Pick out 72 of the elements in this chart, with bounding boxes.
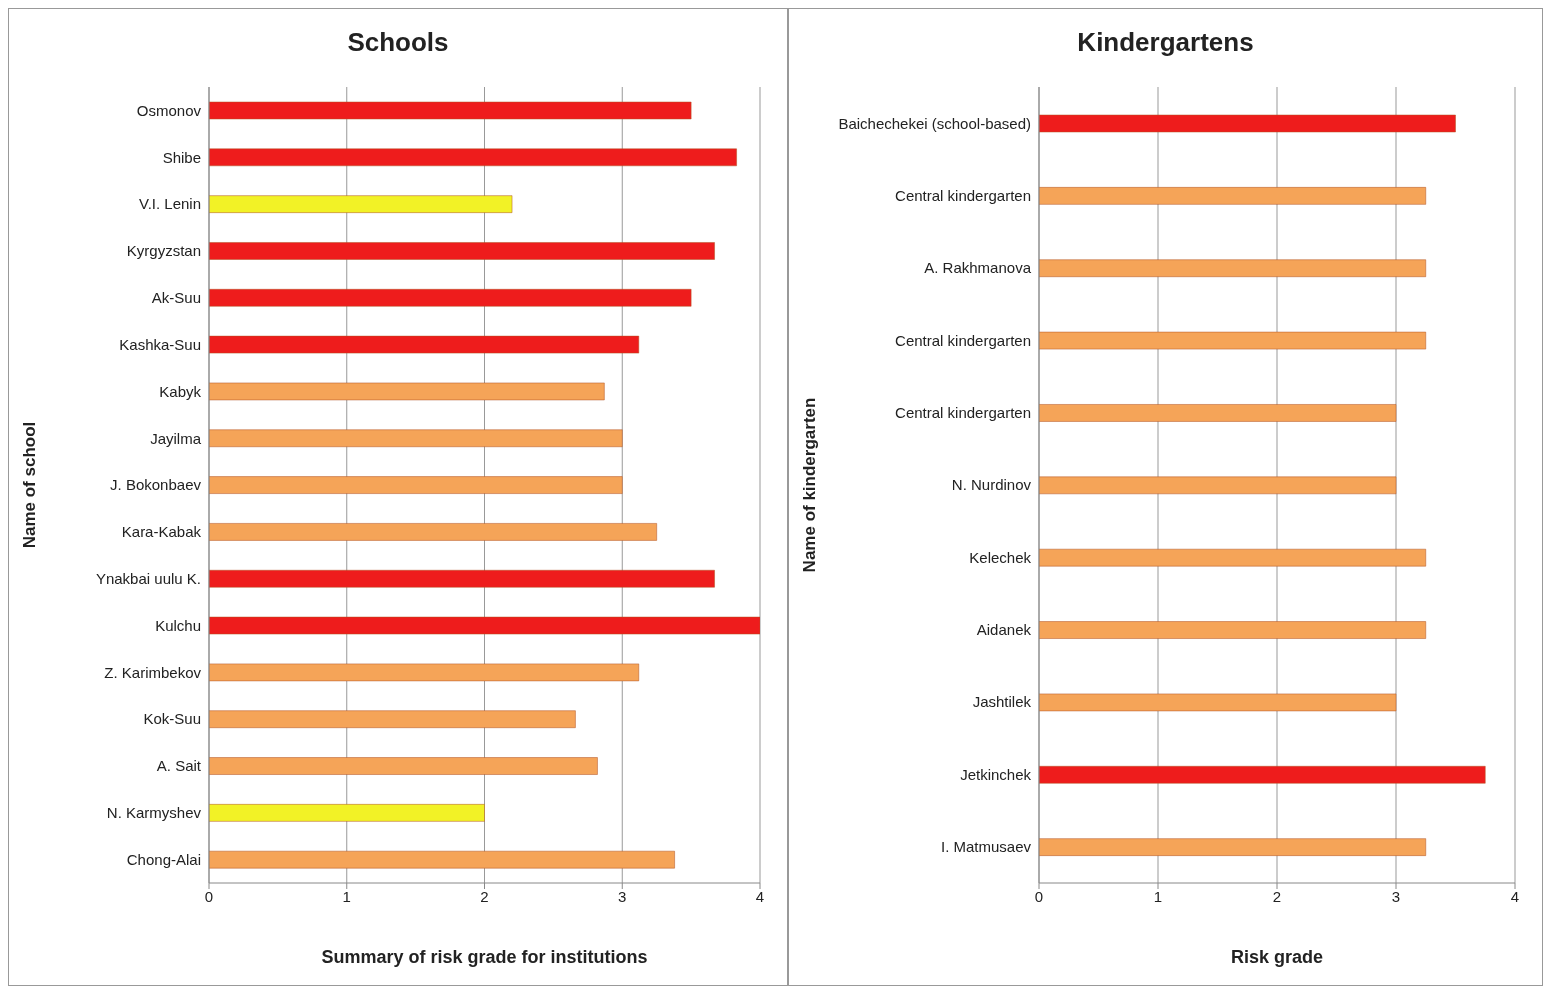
y-axis-title: Name of kindergarten <box>800 397 820 573</box>
bar <box>209 148 737 167</box>
bar <box>209 804 485 822</box>
bar <box>209 663 640 682</box>
x-tick-label: 0 <box>204 887 214 905</box>
bar <box>1039 548 1426 567</box>
bar <box>209 850 675 869</box>
y-tick-label: Kok-Suu <box>143 710 201 728</box>
bar <box>1039 259 1426 277</box>
bar <box>209 289 692 307</box>
x-tick-label: 1 <box>1153 887 1163 905</box>
x-tick-label: 0 <box>1034 887 1044 905</box>
y-tick-label: N. Nurdinov <box>951 476 1032 494</box>
bar <box>209 242 715 260</box>
x-tick-label: 2 <box>1272 887 1282 905</box>
x-tick-label: 2 <box>480 887 489 905</box>
bar <box>1039 693 1397 712</box>
y-tick-label: Central kindergarten <box>895 186 1031 204</box>
y-tick-label: Chong-Alai <box>126 850 201 868</box>
y-tick-label: A. Sait <box>156 757 202 775</box>
bar <box>1039 838 1426 856</box>
y-tick-label: Jayilma <box>150 429 202 447</box>
y-tick-label: Jashtilek <box>972 693 1032 711</box>
y-tick-label: Shibe <box>162 148 201 166</box>
chart-title: Schools <box>346 27 450 59</box>
y-tick-label: Osmonov <box>136 101 202 119</box>
bar <box>209 476 623 494</box>
y-axis-title: Name of school <box>20 421 40 549</box>
bar <box>209 335 640 354</box>
bar <box>1039 621 1426 639</box>
y-tick-label: Ak-Suu <box>151 289 201 307</box>
bar <box>1039 187 1426 205</box>
bar <box>209 523 657 541</box>
bar <box>209 616 760 635</box>
y-tick-label: I. Matmusaev <box>940 838 1032 856</box>
bar <box>1039 766 1486 784</box>
x-tick-label: 4 <box>1510 887 1520 905</box>
y-tick-label: A. Rakhmanova <box>924 259 1032 277</box>
bar <box>1039 404 1397 422</box>
bar <box>209 195 513 213</box>
y-tick-label: Z. Karimbekov <box>104 663 202 681</box>
y-tick-label: Kashka-Suu <box>119 335 201 353</box>
chart-title: Kindergartens <box>1076 27 1255 59</box>
bar <box>209 429 623 448</box>
y-tick-label: J. Bokonbaev <box>110 476 202 494</box>
bar <box>209 757 598 775</box>
y-tick-label: Kulchu <box>155 616 201 634</box>
y-tick-label: Central kindergarten <box>895 403 1031 421</box>
x-tick-label: 1 <box>342 887 351 905</box>
y-tick-label: Jetkinchek <box>960 765 1032 783</box>
bar <box>209 710 576 728</box>
x-axis-title: Summary of risk grade for institutions <box>321 947 648 967</box>
y-tick-label: Aidanek <box>976 621 1032 639</box>
y-tick-label: Kelechek <box>969 548 1032 566</box>
bar <box>209 569 715 588</box>
bar <box>1039 476 1397 495</box>
y-tick-label: Ynakbai uulu K. <box>95 569 201 587</box>
y-tick-label: Kyrgyzstan <box>126 242 201 260</box>
y-tick-label: V.I. Lenin <box>139 195 201 213</box>
bar <box>1039 331 1426 350</box>
x-axis-title: Risk grade <box>1230 947 1324 967</box>
x-tick-label: 4 <box>755 887 765 905</box>
bar <box>209 101 692 120</box>
bar <box>209 382 605 401</box>
y-tick-label: Kabyk <box>159 382 202 400</box>
x-tick-label: 3 <box>1391 887 1401 905</box>
y-tick-label: Central kindergarten <box>895 331 1031 349</box>
y-tick-label: N. Karmyshev <box>106 804 202 822</box>
y-tick-label: Kara-Kabak <box>121 523 202 541</box>
x-tick-label: 3 <box>618 887 627 905</box>
bar <box>1039 114 1456 133</box>
y-tick-label: Baichechekei (school-based) <box>838 114 1031 132</box>
